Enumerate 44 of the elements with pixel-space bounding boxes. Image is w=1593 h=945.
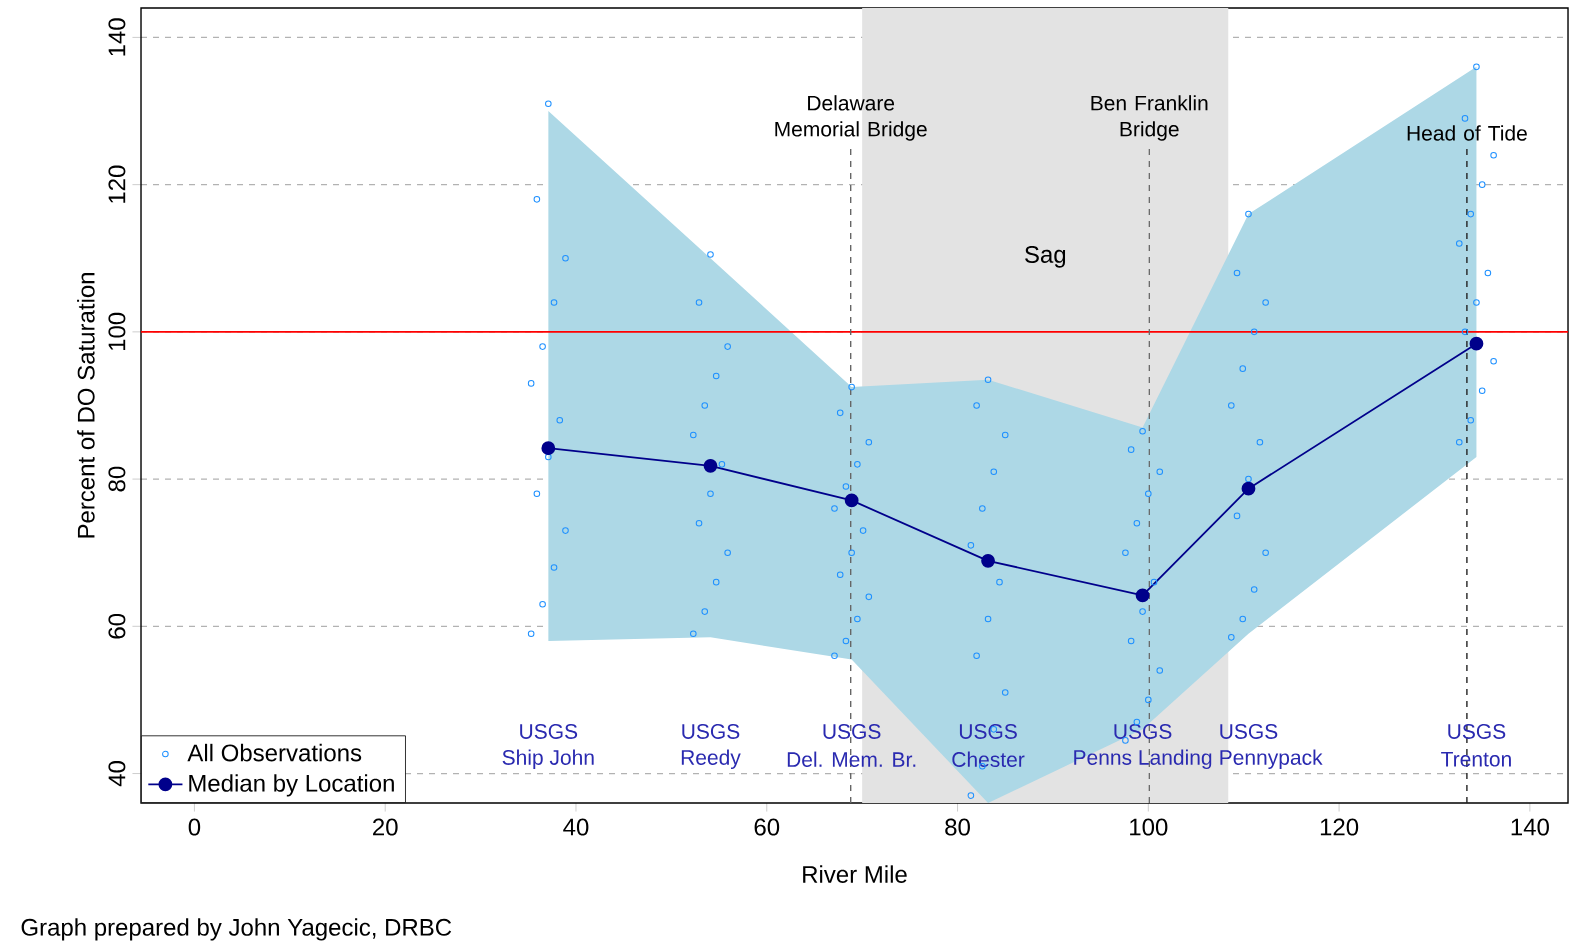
x-axis-title: River Mile — [803, 865, 907, 883]
annotation: USGS — [1448, 724, 1506, 739]
x-tick-label: 0 — [188, 818, 201, 836]
ref-line-label: Ben Franklin Bridge — [1091, 95, 1208, 141]
annotation: USGS — [1220, 724, 1278, 739]
y-tick-label: 60 — [108, 613, 126, 639]
annotation: Reedy — [681, 749, 741, 770]
y-tick-label: 100 — [108, 312, 126, 351]
ref-line-label: Delaware Memorial Bridge — [775, 95, 927, 141]
point — [981, 553, 995, 568]
annotation: Chester — [952, 751, 1025, 767]
annotation: Trenton — [1441, 751, 1511, 767]
x-tick-label: 120 — [1320, 818, 1359, 836]
point — [1469, 336, 1484, 351]
legend-label: All Observations — [187, 743, 362, 762]
legend-label: Median by Location — [189, 774, 394, 797]
annotation: USGS — [959, 724, 1017, 739]
annotation: USGS — [520, 724, 578, 739]
x-tick-label: 60 — [754, 818, 780, 836]
x-tick-label: 20 — [373, 818, 398, 836]
x-tick-label: 100 — [1130, 818, 1168, 836]
y-tick-label: 80 — [108, 466, 126, 492]
point — [541, 441, 556, 456]
y-tick-label: 40 — [108, 761, 126, 787]
x-tick-label: 140 — [1511, 818, 1549, 836]
y-tick-label: 120 — [108, 165, 126, 203]
y-tick-label: 140 — [108, 18, 126, 56]
point — [703, 458, 718, 473]
y-axis-title: Percent of DO Saturation — [77, 273, 95, 538]
point — [1241, 481, 1256, 496]
x-tick-label: 80 — [945, 818, 970, 836]
annotation: USGS — [1114, 724, 1172, 739]
annotation: USGS — [682, 724, 740, 739]
text: Graph prepared by John Yagecic, DRBC — [21, 918, 452, 941]
annotation: USGS — [823, 724, 881, 739]
annotation: Penns Landing — [1074, 749, 1212, 770]
x-tick-label: 40 — [563, 818, 589, 836]
band-label: Sag — [1025, 245, 1066, 268]
annotation: Pennypack — [1220, 749, 1323, 770]
annotation: Del. Mem. Br. — [787, 751, 916, 767]
point — [844, 493, 859, 508]
annotation: Ship John — [502, 749, 594, 770]
ref-line-label: Head of Tide — [1407, 125, 1527, 141]
point — [1135, 588, 1150, 603]
